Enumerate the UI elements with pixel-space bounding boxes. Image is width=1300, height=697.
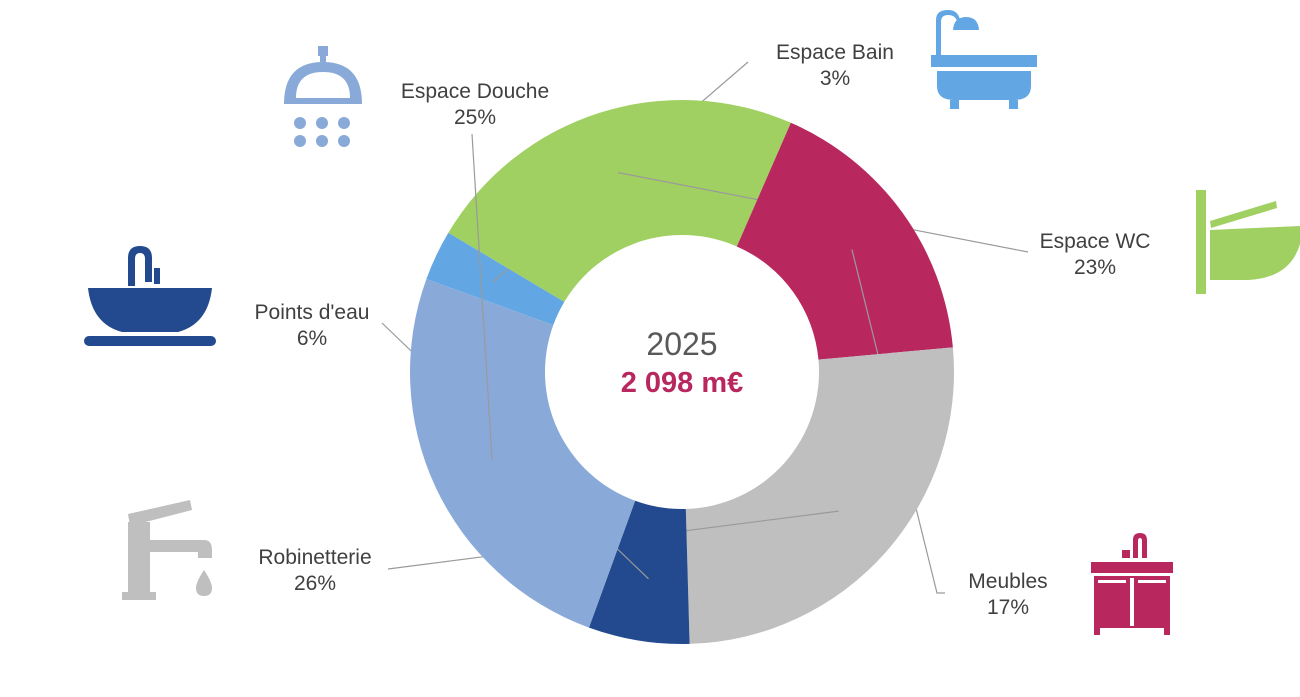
label-percent: 26% [293, 572, 337, 595]
slice-espace-douche [409, 278, 636, 628]
leader-line [471, 133, 493, 461]
label-percent: 6% [296, 327, 328, 350]
label-points-d-eau: Points d'eau 6% [255, 300, 370, 352]
faucet-icon [122, 500, 212, 600]
label-name: Robinetterie [258, 546, 372, 569]
slice-meubles [736, 122, 953, 360]
washbasin-icon [84, 246, 216, 346]
center-total: 2 098 m€ [620, 367, 744, 399]
label-robinetterie: Robinetterie 26% [258, 545, 371, 597]
label-percent: 25% [453, 106, 497, 129]
slice-points-d-eau [588, 500, 690, 644]
slice-espace-bain [426, 232, 565, 326]
label-percent: 17% [986, 596, 1030, 619]
slice-espace-wc [448, 99, 791, 302]
label-name: Espace Bain [776, 41, 894, 64]
label-name: Espace Douche [400, 80, 550, 103]
label-espace-wc: Espace WC 23% [1040, 229, 1151, 281]
label-name: Meubles [968, 570, 1048, 593]
label-percent: 23% [1073, 256, 1117, 279]
slice-robinetterie [685, 347, 954, 644]
toilet-icon [1196, 190, 1300, 294]
label-percent: 3% [819, 67, 851, 90]
label-meubles: Meubles 17% [968, 569, 1047, 621]
vanity-cabinet-icon [1091, 533, 1173, 635]
label-espace-douche: Espace Douche 25% [401, 79, 549, 131]
label-name: Points d'eau [254, 301, 370, 324]
shower-head-icon [284, 46, 362, 147]
center-year: 2025 [646, 326, 718, 362]
label-name: Espace WC [1039, 230, 1151, 253]
bathtub-icon [931, 10, 1037, 109]
label-espace-bain: Espace Bain 3% [776, 40, 894, 92]
